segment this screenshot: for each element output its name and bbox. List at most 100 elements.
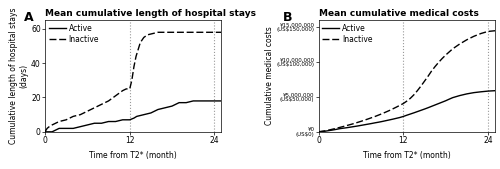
Inactive <box>44 127 50 129</box>
Inactive <box>379 113 385 115</box>
Inactive <box>358 120 364 122</box>
Inactive <box>351 123 357 125</box>
Active <box>144 113 150 115</box>
Inactive <box>95 105 101 107</box>
Active <box>60 127 66 129</box>
Inactive <box>368 117 374 119</box>
Inactive <box>109 97 115 99</box>
Active <box>172 103 178 105</box>
Inactive <box>382 111 388 113</box>
Inactive <box>471 35 477 37</box>
Active <box>198 100 203 102</box>
Inactive <box>482 31 488 33</box>
Active <box>141 114 147 116</box>
Inactive <box>396 104 402 106</box>
Active <box>344 127 350 129</box>
Active <box>49 131 55 133</box>
X-axis label: Time from T2* (month): Time from T2* (month) <box>363 151 450 160</box>
Active <box>456 95 462 97</box>
Inactive <box>474 34 480 36</box>
Active <box>84 124 90 126</box>
Inactive <box>422 80 428 82</box>
Active <box>152 110 158 112</box>
Inactive <box>453 45 459 47</box>
Inactive <box>376 114 382 116</box>
Inactive <box>190 31 196 33</box>
Inactive <box>333 127 339 129</box>
Active <box>418 109 424 111</box>
Inactive <box>120 90 126 92</box>
Active <box>446 98 452 100</box>
Inactive <box>74 115 80 117</box>
Active <box>109 120 115 123</box>
Active <box>390 118 396 120</box>
Active <box>474 91 480 93</box>
Active <box>74 127 80 129</box>
Y-axis label: Cumulative medical costs: Cumulative medical costs <box>264 27 274 125</box>
Inactive <box>492 30 498 32</box>
Active <box>432 104 438 106</box>
Active <box>326 130 332 132</box>
Inactive <box>372 115 378 117</box>
Inactive <box>425 75 431 77</box>
Inactive <box>169 31 175 33</box>
Inactive <box>408 97 414 99</box>
Inactive <box>330 128 336 130</box>
Active <box>442 100 448 102</box>
Inactive <box>478 32 484 34</box>
Inactive <box>319 130 325 132</box>
Active <box>120 119 126 121</box>
Active <box>482 90 488 92</box>
Active <box>129 118 135 120</box>
Inactive <box>393 106 399 108</box>
Active <box>126 119 132 121</box>
Active <box>63 127 69 129</box>
Inactive <box>162 31 168 33</box>
Legend: Active, Inactive: Active, Inactive <box>48 23 100 45</box>
Line: Active: Active <box>318 91 495 132</box>
Line: Inactive: Inactive <box>45 32 222 132</box>
Active <box>218 100 224 102</box>
Active <box>319 130 325 132</box>
Active <box>376 121 382 123</box>
Inactive <box>123 88 129 90</box>
Inactive <box>129 79 135 81</box>
Inactive <box>138 42 143 44</box>
Inactive <box>485 30 491 32</box>
Active <box>88 123 94 125</box>
Inactive <box>414 90 420 92</box>
Inactive <box>336 126 342 128</box>
Inactive <box>42 131 48 133</box>
Inactive <box>135 49 141 51</box>
Active <box>404 114 410 116</box>
Active <box>368 123 374 125</box>
Active <box>386 119 392 121</box>
Active <box>56 127 62 129</box>
Active <box>102 121 108 123</box>
Inactive <box>155 31 161 33</box>
Active <box>92 122 98 124</box>
Active <box>485 90 491 92</box>
Active <box>70 127 76 129</box>
Active <box>379 120 385 123</box>
Active <box>422 108 428 110</box>
Active <box>158 108 164 110</box>
Inactive <box>106 100 112 102</box>
Inactive <box>436 62 442 64</box>
Inactive <box>63 119 69 121</box>
Inactive <box>404 100 410 102</box>
Inactive <box>148 33 154 35</box>
Active <box>162 107 168 109</box>
Active <box>98 122 104 124</box>
Active <box>365 123 371 125</box>
Active <box>348 126 354 128</box>
Inactive <box>60 120 66 122</box>
Inactive <box>102 102 108 104</box>
Active <box>131 117 137 119</box>
Inactive <box>386 110 392 112</box>
Active <box>138 115 143 117</box>
Active <box>212 100 218 102</box>
Active <box>46 131 52 133</box>
Active <box>106 120 112 123</box>
Inactive <box>218 31 224 33</box>
